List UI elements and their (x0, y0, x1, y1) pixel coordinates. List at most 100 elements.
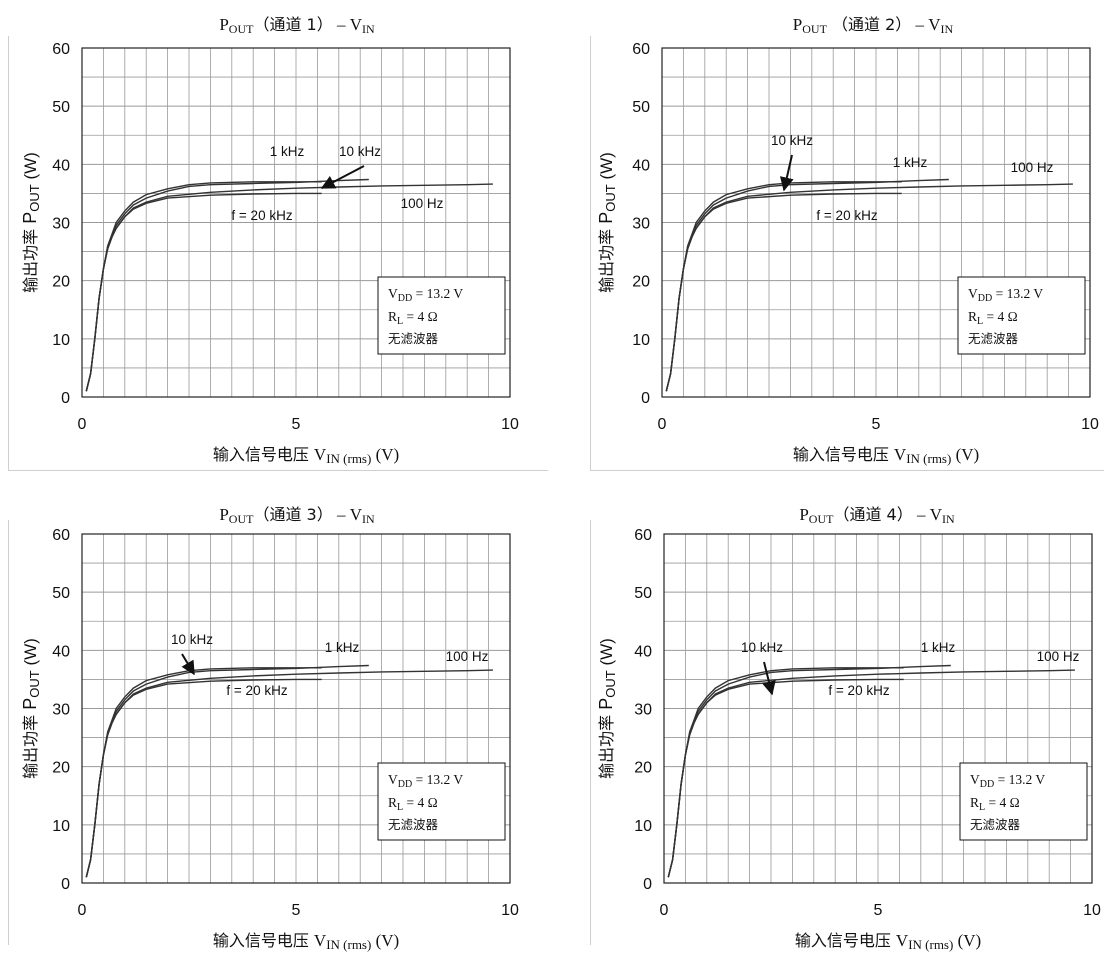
annotation-s20k: f = 20 kHz (231, 208, 292, 223)
x-tick-label: 5 (292, 902, 301, 919)
condition-rl: RL = 4 Ω (388, 795, 438, 813)
annotation-s1k: 1 kHz (325, 640, 360, 655)
panel-border-left-top (8, 36, 9, 470)
y-tick-label: 0 (61, 876, 70, 893)
x-axis-label: 输入信号电压 VIN (rms) (V) (793, 445, 979, 466)
condition-rl: RL = 4 Ω (968, 309, 1018, 327)
annotation-s10k: 10 kHz (171, 632, 213, 647)
chart-panel-1: 0 10 20 30 40 50 60 0 5 10 POUT（通道 1） – VIN 输入信号电压 … (20, 15, 519, 466)
y-tick-label: 50 (52, 99, 70, 116)
conditions-box (377, 276, 506, 355)
x-tick-label: 10 (1081, 416, 1099, 433)
arrow-10khz (320, 165, 365, 189)
condition-rl: RL = 4 Ω (388, 309, 438, 327)
panel-border-bottom-top (8, 470, 548, 471)
x-tick-label: 0 (78, 416, 87, 433)
y-axis-label: 输出功率 POUT (W) (596, 638, 618, 779)
chart-title: POUT （通道 2） – VIN (793, 15, 954, 36)
y-tick-label: 10 (632, 332, 650, 349)
y-tick-label: 60 (632, 41, 650, 58)
condition-filter: 无滤波器 (968, 331, 1019, 346)
annotation-s100: 100 Hz (1011, 160, 1054, 175)
plot-frame (663, 533, 1093, 884)
x-axis-label: 输入信号电压 VIN (rms) (V) (213, 931, 399, 952)
annotation-s1k: 1 kHz (893, 155, 928, 170)
x-tick-label: 0 (78, 902, 87, 919)
plot-frame (661, 47, 1091, 398)
chart-title: POUT（通道 4） – VIN (799, 505, 955, 526)
y-axis-label: 输出功率 POUT (W) (20, 152, 42, 293)
y-tick-label: 20 (634, 760, 652, 777)
series-line-f-20-khz (667, 678, 904, 878)
panel-border-left-bottomright (590, 520, 591, 945)
panel-border-left-bottom (8, 520, 9, 945)
x-tick-label: 10 (501, 416, 519, 433)
y-tick-label: 50 (52, 585, 70, 602)
y-tick-label: 30 (634, 702, 652, 719)
x-tick-label: 0 (658, 416, 667, 433)
y-tick-label: 30 (632, 216, 650, 233)
panel-border-bottom-topright (590, 470, 1104, 471)
chart-panel-3: 0 10 20 30 40 50 60 0 5 10 POUT（通道 3） – VIN 输入信号电压 … (20, 505, 519, 952)
x-tick-label: 0 (660, 902, 669, 919)
annotation-s10k: 10 kHz (339, 144, 381, 159)
y-tick-label: 0 (641, 390, 650, 407)
x-tick-label: 5 (872, 416, 881, 433)
condition-filter: 无滤波器 (388, 331, 439, 346)
y-tick-label: 40 (52, 157, 70, 174)
panel-border-left-topright (590, 36, 591, 470)
y-tick-label: 60 (634, 527, 652, 544)
annotation-s10k: 10 kHz (771, 133, 813, 148)
annotation-s1k: 1 kHz (270, 144, 305, 159)
x-axis-label: 输入信号电压 VIN (rms) (V) (795, 931, 981, 952)
series-line-f-20-khz (85, 678, 322, 878)
plot-frame (81, 533, 511, 884)
chart-title: POUT（通道 3） – VIN (219, 505, 375, 526)
plot-frame (81, 47, 511, 398)
arrow-10khz (181, 653, 195, 676)
y-tick-label: 30 (52, 702, 70, 719)
series-line-10-khz (85, 667, 322, 878)
y-tick-label: 50 (632, 99, 650, 116)
series-line-f-20-khz (665, 192, 902, 392)
y-tick-label: 40 (634, 643, 652, 660)
y-tick-label: 40 (52, 643, 70, 660)
condition-vdd: VDD = 13.2 V (388, 772, 463, 790)
series-line-f-20-khz (85, 192, 322, 392)
y-tick-label: 30 (52, 216, 70, 233)
annotation-s100: 100 Hz (401, 196, 444, 211)
chart-title: POUT（通道 1） – VIN (219, 15, 375, 36)
annotation-s20k: f = 20 kHz (816, 208, 877, 223)
condition-rl: RL = 4 Ω (970, 795, 1020, 813)
conditions-box (957, 276, 1086, 355)
conditions-box (377, 762, 506, 841)
y-tick-label: 40 (632, 157, 650, 174)
x-tick-label: 5 (292, 416, 301, 433)
y-tick-label: 20 (52, 274, 70, 291)
annotation-s20k: f = 20 kHz (828, 683, 889, 698)
y-tick-label: 50 (634, 585, 652, 602)
annotation-s100: 100 Hz (1037, 649, 1080, 664)
series-line-1-khz (665, 178, 949, 392)
condition-filter: 无滤波器 (388, 817, 439, 832)
conditions-box (959, 762, 1088, 841)
series-line-10-khz (667, 667, 904, 878)
condition-filter: 无滤波器 (970, 817, 1021, 832)
chart-panel-4: 0 10 20 30 40 50 60 0 5 10 POUT（通道 4） – VIN 输入信号电压 … (596, 505, 1101, 952)
x-axis-label: 输入信号电压 VIN (rms) (V) (213, 445, 399, 466)
y-tick-label: 0 (643, 876, 652, 893)
x-tick-label: 10 (501, 902, 519, 919)
annotation-s10k: 10 kHz (741, 640, 783, 655)
y-axis-label: 输出功率 POUT (W) (20, 638, 42, 779)
y-tick-label: 20 (52, 760, 70, 777)
y-tick-label: 10 (634, 818, 652, 835)
annotation-s20k: f = 20 kHz (226, 683, 287, 698)
arrow-10khz (779, 154, 794, 192)
y-tick-label: 10 (52, 332, 70, 349)
x-tick-label: 5 (874, 902, 883, 919)
series-line-1-khz (667, 664, 951, 878)
y-tick-label: 0 (61, 390, 70, 407)
y-tick-label: 60 (52, 527, 70, 544)
y-tick-label: 60 (52, 41, 70, 58)
